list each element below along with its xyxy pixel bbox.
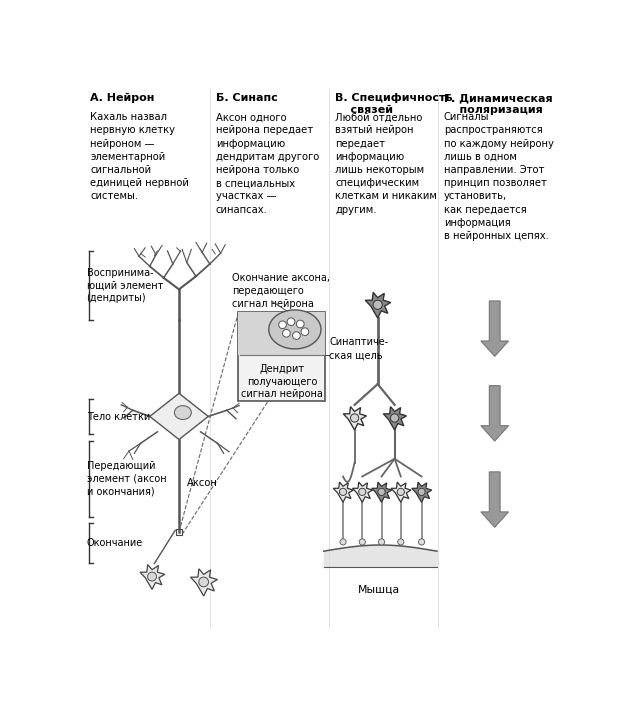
Text: Любой отдельно
взятый нейрон
передает
информацию
лишь некоторым
специфическим
кл: Любой отдельно взятый нейрон передает ин… bbox=[335, 112, 437, 215]
Text: А. Нейрон: А. Нейрон bbox=[90, 93, 155, 103]
Circle shape bbox=[301, 328, 309, 336]
Polygon shape bbox=[481, 472, 509, 528]
Circle shape bbox=[293, 332, 300, 339]
Polygon shape bbox=[383, 407, 407, 430]
Circle shape bbox=[418, 488, 425, 496]
Circle shape bbox=[339, 488, 347, 496]
Polygon shape bbox=[352, 482, 373, 502]
Circle shape bbox=[418, 539, 425, 545]
Circle shape bbox=[391, 414, 399, 422]
Polygon shape bbox=[372, 482, 392, 502]
Text: Мышца: Мышца bbox=[358, 584, 400, 594]
Circle shape bbox=[279, 321, 287, 328]
Text: Аксон одного
нейрона передает
информацию
дендритам другого
нейрона только
в спец: Аксон одного нейрона передает информацию… bbox=[216, 112, 319, 215]
Circle shape bbox=[287, 318, 295, 326]
Circle shape bbox=[350, 414, 359, 422]
Circle shape bbox=[148, 572, 157, 581]
Text: Аксон: Аксон bbox=[187, 478, 218, 488]
Polygon shape bbox=[481, 385, 509, 441]
Text: Передающий
элемент (аксон
и окончания): Передающий элемент (аксон и окончания) bbox=[87, 461, 167, 496]
Text: Воспринима-
ющий элемент
(дендриты): Воспринима- ющий элемент (дендриты) bbox=[87, 268, 163, 303]
Polygon shape bbox=[269, 310, 321, 349]
Bar bbox=[238, 312, 326, 355]
Circle shape bbox=[397, 539, 404, 545]
Polygon shape bbox=[365, 292, 391, 318]
Circle shape bbox=[199, 577, 209, 587]
Ellipse shape bbox=[175, 406, 191, 419]
Text: Синаптиче-
ская щель: Синаптиче- ская щель bbox=[329, 338, 389, 360]
Circle shape bbox=[397, 488, 404, 496]
Bar bbox=[176, 529, 182, 535]
Text: Кахаль назвал
нервную клетку
нейроном —
элементарной
сигнальной
единицей нервной: Кахаль назвал нервную клетку нейроном — … bbox=[90, 112, 189, 201]
Text: Б. Синапс: Б. Синапс bbox=[216, 93, 278, 103]
Circle shape bbox=[378, 488, 385, 496]
Text: В. Специфичность
    связей: В. Специфичность связей bbox=[335, 93, 453, 114]
Circle shape bbox=[373, 300, 383, 309]
Polygon shape bbox=[150, 393, 208, 439]
Circle shape bbox=[359, 539, 365, 545]
Circle shape bbox=[340, 539, 346, 545]
Text: Окончание: Окончание bbox=[87, 538, 143, 547]
Circle shape bbox=[282, 329, 290, 337]
Circle shape bbox=[358, 488, 366, 496]
Polygon shape bbox=[191, 569, 217, 596]
Text: Тело клетки: Тело клетки bbox=[87, 412, 150, 422]
Circle shape bbox=[378, 539, 384, 545]
Polygon shape bbox=[140, 565, 165, 589]
Polygon shape bbox=[412, 482, 432, 502]
Polygon shape bbox=[391, 482, 411, 502]
Text: Сигналы
распространяются
по каждому нейрону
лишь в одном
направлении. Этот
принц: Сигналы распространяются по каждому нейр… bbox=[444, 112, 554, 241]
Text: Дендрит
получающего
сигнал нейрона: Дендрит получающего сигнал нейрона bbox=[241, 364, 322, 400]
Polygon shape bbox=[333, 482, 353, 502]
Polygon shape bbox=[344, 407, 366, 430]
Circle shape bbox=[297, 320, 304, 328]
Text: Окончание аксона,
передающего
сигнал нейрона: Окончание аксона, передающего сигнал ней… bbox=[232, 273, 330, 309]
Text: Г. Динамическая
    поляризация: Г. Динамическая поляризация bbox=[444, 93, 553, 114]
Polygon shape bbox=[481, 301, 509, 356]
Bar bbox=[238, 312, 326, 401]
